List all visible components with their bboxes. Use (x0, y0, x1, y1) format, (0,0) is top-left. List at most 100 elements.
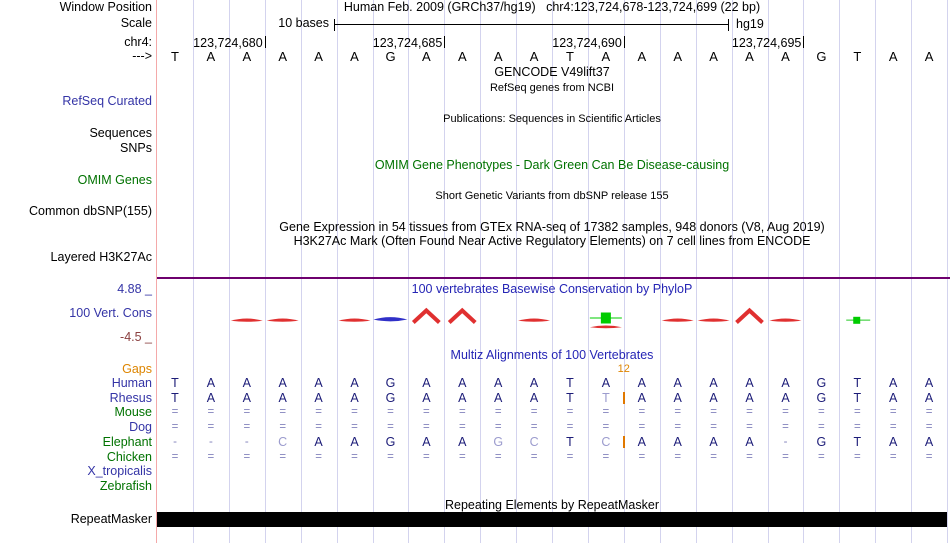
track-label-omim-genes[interactable]: OMIM Genes (77, 173, 152, 187)
species-label-rhesus[interactable]: Rhesus (109, 390, 152, 405)
gridline (839, 0, 841, 543)
alignment-cell: A (494, 376, 503, 390)
alignment-cell: T (853, 390, 862, 405)
alignment-cell: = (171, 406, 179, 419)
alignment-cell: = (889, 450, 897, 463)
alignment-cell: = (171, 450, 179, 463)
alignment-cell: = (423, 406, 430, 419)
sequence-base: A (637, 49, 647, 64)
track-label-common-dbsnp[interactable]: Common dbSNP(155) (29, 204, 152, 218)
alignment-cell: A (242, 390, 251, 405)
track-label-100-vert-cons[interactable]: 100 Vert. Cons (69, 306, 152, 320)
species-label-elephant[interactable]: Elephant (102, 434, 152, 449)
alignment-cell: = (746, 421, 753, 434)
alignment-cell: A (889, 434, 898, 449)
alignment-cell: G (385, 390, 396, 405)
gridline (372, 0, 374, 543)
track-label-refseq-curated[interactable]: RefSeq Curated (62, 94, 152, 108)
alignment-cell: A (924, 390, 934, 405)
alignment-cell: = (494, 450, 502, 463)
sequence-base: A (422, 49, 431, 64)
species-label-zebrafish[interactable]: Zebrafish (99, 478, 152, 493)
alignment-cell: A (350, 390, 359, 405)
track-label-repeatmasker[interactable]: RepeatMasker (70, 512, 152, 526)
track-title-omim[interactable]: OMIM Gene Phenotypes - Dark Green Can Be… (374, 158, 730, 172)
alignment-cell: = (423, 421, 430, 434)
alignment-cell: = (387, 421, 394, 434)
track-label-layered-h3k27ac[interactable]: Layered H3K27Ac (50, 250, 152, 264)
sequence-base: A (278, 49, 288, 64)
track-subtitle-refseq[interactable]: RefSeq genes from NCBI (489, 82, 615, 94)
alignment-cell: - (208, 435, 213, 448)
sequence-base: T (566, 49, 574, 64)
alignment-cell: - (244, 435, 249, 448)
ruler-tick (444, 36, 446, 48)
alignment-cell: G (816, 390, 827, 405)
alignment-cell: A (422, 376, 431, 390)
gridline (300, 0, 302, 543)
alignment-cell: = (710, 450, 717, 463)
alignment-cell: A (637, 390, 646, 405)
track-title-gencode[interactable]: GENCODE V49lift37 (494, 65, 610, 79)
alignment-cell: G (385, 434, 396, 449)
alignment-cell: A (637, 434, 646, 449)
gridline (695, 0, 697, 543)
alignment-cell: = (925, 406, 933, 419)
species-label-chicken[interactable]: Chicken (106, 449, 152, 464)
alignment-cell: = (818, 450, 825, 463)
track-title-dbsnp[interactable]: Short Genetic Variants from dbSNP releas… (435, 190, 669, 202)
alignment-cell: G (493, 434, 504, 449)
alignment-cell: G (385, 376, 396, 390)
gridline (911, 0, 913, 543)
track-title-multiz[interactable]: Multiz Alignments of 100 Vertebrates (450, 348, 654, 362)
alignment-cell: = (207, 421, 215, 434)
gridline (875, 0, 877, 543)
alignment-cell: A (314, 376, 323, 390)
alignment-cell: A (924, 434, 934, 449)
ruler-tick-label: 123,724,690 (552, 36, 622, 50)
gridline (659, 0, 661, 543)
alignment-cell: = (279, 450, 287, 463)
alignment-cell: = (782, 406, 789, 419)
alignment-cell: A (637, 376, 646, 390)
gridline (623, 0, 625, 543)
ruler-tick (623, 36, 625, 48)
alignment-cell: A (206, 376, 216, 390)
species-label-mouse[interactable]: Mouse (114, 405, 152, 420)
alignment-cell: = (853, 421, 861, 434)
alignment-cell: = (279, 421, 287, 434)
track-label-snps[interactable]: SNPs (120, 141, 152, 155)
sequence-base: A (709, 49, 718, 64)
alignment-cell: - (173, 435, 177, 448)
species-label-human[interactable]: Human (111, 376, 152, 390)
alignment-cell: A (781, 376, 790, 390)
species-label-dog[interactable]: Dog (129, 420, 152, 435)
ruler-tick-label: 123,724,685 (372, 36, 443, 50)
scale-bar-left-tick (334, 19, 335, 31)
alignment-cell: A (494, 390, 503, 405)
alignment-cell: A (673, 390, 682, 405)
track-label-sequences[interactable]: Sequences (89, 126, 152, 140)
track-title-repeatmasker[interactable]: Repeating Elements by RepeatMasker (444, 498, 659, 512)
species-label-x_tropicalis[interactable]: X_tropicalis (87, 464, 152, 479)
alignment-cell: A (278, 376, 287, 390)
alignment-cell: = (279, 406, 287, 419)
track-title-conservation[interactable]: 100 vertebrates Basewise Conservation by… (411, 282, 693, 296)
track-title-publications[interactable]: Publications: Sequences in Scientific Ar… (443, 113, 661, 125)
gap-insertion-marker (622, 392, 625, 405)
ruler-tick-label: 123,724,695 (731, 36, 802, 50)
gridline (336, 0, 338, 543)
repeatmasker-element[interactable] (157, 512, 947, 527)
alignment-cell: = (494, 406, 502, 419)
alignment-cell: A (458, 376, 467, 390)
track-label-gaps[interactable]: Gaps (122, 362, 152, 376)
alignment-cell: = (638, 406, 646, 419)
alignment-cell: = (925, 450, 933, 463)
sequence-base: T (171, 49, 179, 64)
alignment-cell: = (566, 450, 574, 463)
track-title-gtex[interactable]: Gene Expression in 54 tissues from GTEx … (279, 220, 825, 234)
alignment-cell: A (422, 434, 431, 449)
gap-count-label: 12 (617, 363, 630, 375)
assembly-label: hg19 (736, 17, 764, 31)
track-title-h3k27ac[interactable]: H3K27Ac Mark (Often Found Near Active Re… (293, 234, 811, 248)
